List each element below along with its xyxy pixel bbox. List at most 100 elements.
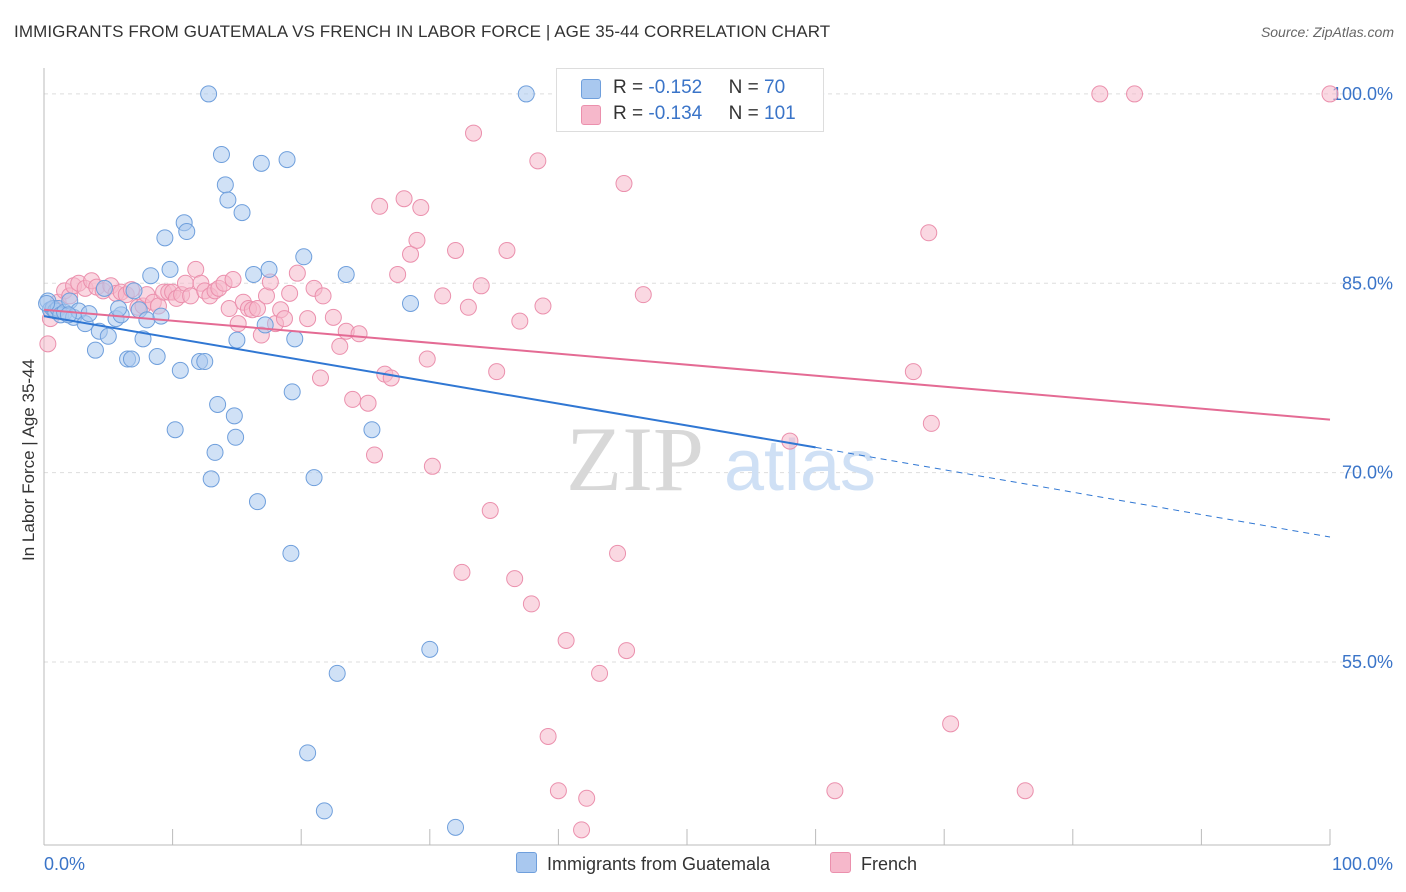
point-guatemala-49 [256, 316, 274, 334]
point-guatemala-44 [228, 331, 246, 349]
point-french-81 [506, 570, 524, 588]
legend-item-guatemala: Immigrants from Guatemala [516, 852, 770, 876]
legend-bottom-swatch-french [830, 852, 851, 873]
point-french-49 [281, 284, 299, 302]
point-french-106 [1126, 85, 1144, 103]
point-guatemala-37 [206, 443, 224, 461]
point-french-67 [402, 245, 420, 263]
point-french-88 [557, 632, 575, 650]
point-guatemala-58 [315, 802, 333, 820]
legend-r-label-guatemala: R = [613, 77, 649, 98]
point-french-68 [408, 231, 426, 249]
point-guatemala-20 [125, 282, 143, 300]
point-french-37 [224, 270, 242, 288]
point-french-56 [331, 337, 349, 355]
point-french-105 [1091, 85, 1109, 103]
point-french-76 [465, 124, 483, 142]
point-guatemala-35 [200, 85, 218, 103]
point-guatemala-60 [337, 265, 355, 283]
point-guatemala-34 [196, 353, 214, 371]
point-guatemala-54 [286, 330, 304, 348]
point-french-101 [904, 363, 922, 381]
point-french-104 [1016, 782, 1034, 800]
point-guatemala-32 [178, 223, 196, 241]
point-guatemala-41 [219, 191, 237, 209]
point-french-98 [826, 782, 844, 800]
point-french-59 [350, 325, 368, 343]
point-guatemala-15 [99, 327, 117, 345]
y-axis-label: In Labor Force | Age 35-44 [19, 359, 38, 561]
y-tick-label-55: 55.0% [1342, 652, 1393, 672]
trendline-guatemala-extension [815, 446, 1331, 538]
point-guatemala-59 [328, 664, 346, 682]
correlation-legend: R = -0.152 N = 70 R = -0.134 N = 101 [556, 68, 824, 132]
point-guatemala-47 [248, 493, 266, 511]
legend-bottom-swatch-guatemala [516, 852, 537, 873]
legend-swatch-french [581, 105, 601, 125]
legend-item-french: French [830, 852, 917, 876]
point-french-55 [324, 308, 342, 326]
trendline-french [43, 308, 1331, 421]
point-guatemala-57 [305, 469, 323, 487]
legend-bottom-label-french: French [861, 854, 918, 874]
point-french-48 [275, 310, 293, 328]
point-french-107 [1321, 85, 1339, 103]
point-french-94 [618, 642, 636, 660]
point-french-96 [634, 286, 652, 304]
legend-r-value-french: -0.134 [648, 103, 703, 124]
point-guatemala-50 [260, 260, 278, 278]
point-french-74 [453, 563, 471, 581]
point-french-38 [229, 315, 247, 333]
y-tick-label-85: 85.0% [1342, 273, 1393, 293]
point-guatemala-52 [282, 544, 300, 562]
point-french-82 [511, 312, 529, 330]
point-guatemala-42 [225, 407, 243, 425]
point-french-58 [344, 390, 362, 408]
legend-n-value-french: 101 [764, 103, 796, 124]
point-guatemala-24 [142, 267, 160, 285]
point-french-75 [459, 298, 477, 316]
point-french-60 [359, 394, 377, 412]
x-tick-label-100: 100.0% [1332, 854, 1393, 874]
point-french-70 [418, 350, 436, 368]
point-french-85 [534, 297, 552, 315]
point-guatemala-56 [299, 744, 317, 762]
point-guatemala-40 [216, 176, 234, 194]
point-guatemala-19 [122, 350, 140, 368]
chart-source: Source: ZipAtlas.com [1260, 24, 1394, 40]
point-french-78 [481, 501, 499, 519]
legend-r-value-guatemala: -0.152 [648, 77, 703, 98]
point-guatemala-25 [148, 347, 166, 365]
point-french-83 [522, 595, 540, 613]
point-french-103 [942, 715, 960, 733]
point-guatemala-29 [166, 421, 184, 439]
point-french-71 [423, 457, 441, 475]
point-french-99 [920, 224, 938, 242]
point-guatemala-48 [252, 154, 270, 172]
point-guatemala-14 [95, 279, 113, 297]
point-french-51 [299, 310, 317, 328]
point-guatemala-51 [278, 151, 296, 169]
point-guatemala-55 [295, 248, 313, 266]
point-french-86 [539, 727, 557, 745]
legend-n-label-french: N = [728, 103, 765, 124]
point-french-65 [389, 265, 407, 283]
point-guatemala-39 [212, 146, 230, 164]
point-french-92 [609, 544, 627, 562]
point-guatemala-53 [283, 383, 301, 401]
point-french-36 [220, 300, 238, 318]
point-guatemala-36 [202, 470, 220, 488]
point-french-62 [371, 197, 389, 215]
point-french-90 [578, 789, 596, 807]
point-guatemala-38 [209, 395, 227, 413]
point-guatemala-12 [86, 341, 104, 359]
point-guatemala-61 [363, 421, 381, 439]
point-french-73 [447, 241, 465, 259]
point-guatemala-30 [171, 361, 189, 379]
point-french-91 [591, 664, 609, 682]
point-guatemala-63 [421, 640, 439, 658]
point-guatemala-22 [134, 330, 152, 348]
legend-r-label-french: R = [613, 103, 649, 124]
point-guatemala-46 [245, 265, 263, 283]
legend-n-label-guatemala: N = [728, 77, 765, 98]
